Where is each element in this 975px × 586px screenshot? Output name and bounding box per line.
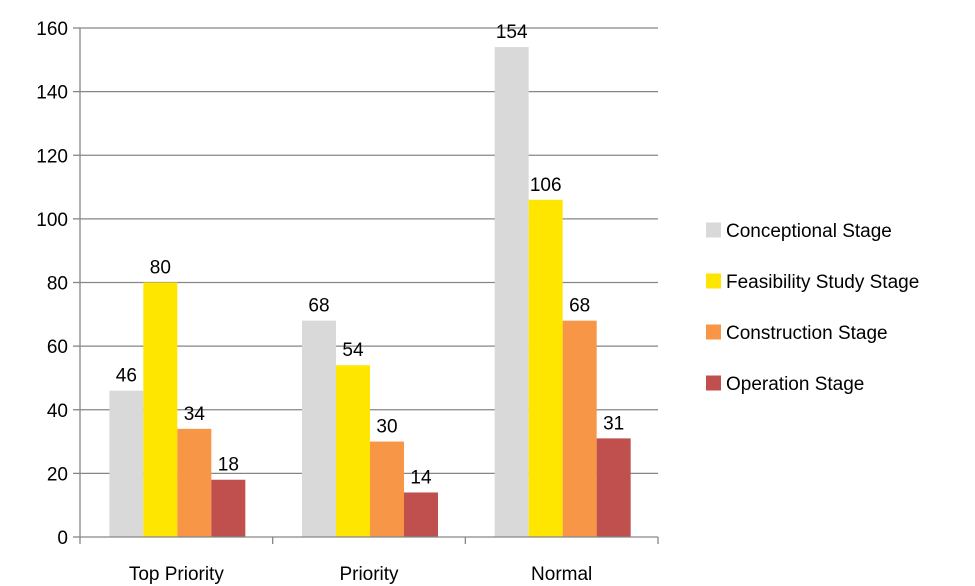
- y-tick-label: 120: [36, 146, 68, 167]
- y-tick-label: 160: [36, 19, 68, 40]
- legend-swatch: [706, 222, 721, 238]
- y-axis-ticks: 0 20 40 60 80 100 120 140 160: [36, 19, 80, 549]
- data-label: 18: [218, 455, 239, 476]
- legend-swatch: [706, 273, 721, 289]
- bars: [109, 47, 631, 538]
- bar: [211, 479, 246, 537]
- axes: [79, 28, 659, 544]
- bar: [562, 320, 597, 537]
- y-tick-label: 20: [47, 464, 68, 485]
- bar: [596, 438, 631, 537]
- legend-label: Feasibility Study Stage: [726, 272, 919, 293]
- y-tick-label: 60: [47, 337, 68, 358]
- bar: [109, 390, 144, 537]
- legend-swatch: [706, 324, 721, 340]
- data-labels: 46 80 34 18 68 54 30 14 154 106 68 31: [116, 22, 624, 488]
- y-tick-label: 40: [47, 401, 68, 422]
- bar: [370, 441, 404, 537]
- bar: [302, 320, 336, 537]
- legend-label: Operation Stage: [726, 374, 864, 395]
- y-tick-label: 0: [57, 528, 68, 549]
- bar: [528, 199, 563, 537]
- data-label: 68: [569, 296, 590, 317]
- x-category-label: Top Priority: [129, 564, 225, 585]
- y-tick-label: 80: [47, 274, 68, 295]
- data-label: 154: [496, 22, 528, 43]
- x-category-label: Normal: [531, 564, 592, 585]
- bar: [404, 492, 438, 537]
- x-category-label: Priority: [339, 564, 399, 585]
- legend-label: Construction Stage: [726, 323, 888, 344]
- legend-label: Conceptional Stage: [726, 221, 892, 242]
- data-label: 31: [603, 413, 624, 434]
- data-label: 68: [308, 296, 329, 317]
- bar: [336, 365, 370, 537]
- y-tick-label: 100: [36, 210, 68, 231]
- data-label: 30: [376, 417, 397, 438]
- bar: [177, 428, 212, 537]
- bar: [143, 282, 178, 537]
- data-label: 106: [530, 175, 562, 196]
- data-label: 80: [150, 258, 171, 279]
- data-label: 46: [116, 366, 137, 387]
- data-label: 34: [184, 404, 206, 425]
- bar: [494, 47, 529, 538]
- x-axis-labels: Top Priority Priority Normal: [129, 564, 592, 585]
- data-label: 14: [410, 467, 432, 488]
- y-tick-label: 140: [36, 83, 68, 104]
- legend: Conceptional Stage Feasibility Study Stag…: [706, 221, 919, 395]
- legend-swatch: [706, 375, 721, 391]
- data-label: 54: [342, 340, 364, 361]
